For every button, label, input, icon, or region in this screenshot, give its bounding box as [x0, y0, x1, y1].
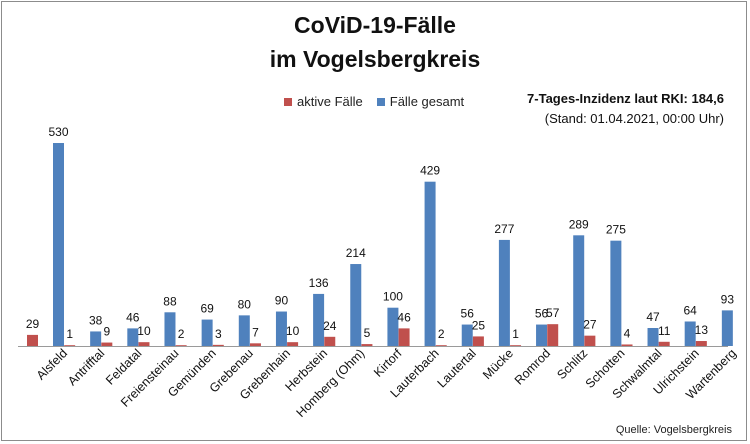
data-label-active-10: 46 [397, 310, 411, 324]
bar-total-8 [350, 264, 362, 346]
data-label-total-6: 90 [275, 294, 289, 308]
bar-active-1 [64, 345, 76, 346]
data-label-active-13: 1 [512, 327, 519, 341]
bar-total-2 [127, 328, 139, 346]
incidence-note: 7-Tages-Inzidenz laut RKI: 184,6 [527, 91, 724, 106]
data-label-active-1: 1 [66, 327, 73, 341]
category-label-8: Homberg (Ohm) [294, 346, 368, 420]
legend-swatch-active [284, 97, 292, 106]
data-label-active-4: 2 [178, 327, 185, 341]
bar-total-5 [238, 315, 250, 346]
data-label-active-2: 9 [103, 325, 110, 339]
bar-active-17 [658, 341, 670, 346]
bar-total-15 [610, 240, 622, 346]
bar-total-18 [721, 310, 733, 346]
bar-active-12 [472, 336, 484, 346]
data-label-total-13: 56 [535, 307, 549, 321]
bar-active-6 [249, 343, 261, 346]
category-label-1: Antrifftal [65, 346, 107, 388]
data-label-total-10: 429 [420, 164, 440, 178]
bar-active-16 [621, 344, 633, 346]
bar-total-3 [164, 312, 176, 346]
chart-title-line1: CoViD-19-Fälle [294, 12, 456, 38]
bar-total-9 [387, 307, 399, 346]
bar-total-12 [498, 239, 510, 346]
legend-item-active: aktive Fälle [284, 94, 363, 109]
bar-active-5 [212, 344, 224, 346]
bar-active-10 [398, 328, 410, 346]
bar-total-6 [275, 311, 287, 346]
category-label-9: Kirtorf [371, 346, 405, 380]
data-label-active-6: 7 [252, 325, 259, 339]
data-label-active-8: 24 [323, 319, 337, 333]
category-label-12: Mücke [480, 346, 516, 382]
bar-total-11 [461, 324, 473, 346]
data-label-total-5: 80 [238, 297, 252, 311]
bar-total-16 [647, 327, 659, 346]
bar-total-0 [53, 143, 64, 346]
chart-legend: aktive Fälle Fälle gesamt [284, 94, 478, 109]
data-label-active-12: 25 [472, 318, 486, 332]
data-label-total-8: 214 [346, 246, 366, 260]
date-note: (Stand: 01.04.2021, 00:00 Uhr) [544, 111, 724, 126]
legend-label-active: aktive Fälle [297, 94, 363, 109]
bar-active-9 [361, 344, 373, 346]
data-label-total-18: 93 [721, 292, 735, 306]
data-label-total-3: 88 [163, 294, 177, 308]
data-label-active-11: 2 [438, 327, 445, 341]
bar-total-17 [684, 321, 696, 346]
bar-total-14 [573, 235, 585, 346]
data-label-total-12: 277 [494, 222, 514, 236]
data-label-total-14: 289 [569, 217, 589, 231]
data-label-active-5: 3 [215, 327, 222, 341]
data-label-active-3: 10 [137, 324, 151, 338]
bar-active-3 [138, 342, 150, 346]
data-label-total-11: 56 [461, 307, 475, 321]
data-label-total-2: 46 [126, 310, 140, 324]
data-label-active-17: 11 [658, 324, 671, 338]
data-label-active-18: 13 [695, 323, 709, 337]
bar-active-15 [584, 335, 596, 346]
bar-total-4 [201, 319, 213, 346]
category-label-11: Lautertal [435, 346, 479, 390]
category-label-14: Schlitz [554, 346, 590, 382]
bar-total-7 [313, 293, 325, 346]
bar-active-11 [435, 345, 447, 346]
data-label-active-14: 57 [546, 306, 560, 320]
bar-active-0 [27, 334, 38, 346]
data-label-total-17: 64 [684, 303, 698, 317]
bar-active-18 [695, 341, 707, 346]
source-note: Quelle: Vogelsbergkreis [615, 424, 732, 436]
chart-title-line2: im Vogelsbergkreis [269, 46, 481, 72]
bar-active-2 [101, 342, 113, 346]
category-label-0: Alsfeld [34, 346, 70, 382]
data-label-active-0: 29 [26, 317, 40, 331]
bar-active-7 [287, 342, 299, 346]
category-label-13: Romrod [512, 346, 553, 387]
data-label-total-4: 69 [200, 302, 214, 316]
data-label-total-15: 275 [606, 223, 626, 237]
data-label-active-16: 4 [624, 326, 631, 340]
data-label-total-0: 530 [48, 125, 68, 139]
bar-total-10 [424, 181, 436, 346]
data-label-active-7: 10 [286, 324, 300, 338]
data-label-total-1: 38 [89, 313, 103, 327]
data-label-active-15: 27 [583, 318, 597, 332]
bar-active-8 [324, 336, 336, 346]
bar-total-1 [90, 331, 102, 346]
legend-item-total: Fälle gesamt [376, 94, 465, 109]
bar-active-4 [175, 345, 187, 346]
bar-active-13 [510, 345, 522, 346]
data-label-total-9: 100 [383, 290, 403, 304]
bar-total-13 [536, 324, 548, 346]
data-label-total-16: 47 [646, 310, 660, 324]
data-label-total-7: 136 [309, 276, 329, 290]
legend-label-total: Fälle gesamt [389, 94, 465, 109]
bar-active-14 [547, 324, 559, 346]
legend-swatch-total [376, 97, 385, 106]
data-label-active-9: 5 [364, 326, 371, 340]
